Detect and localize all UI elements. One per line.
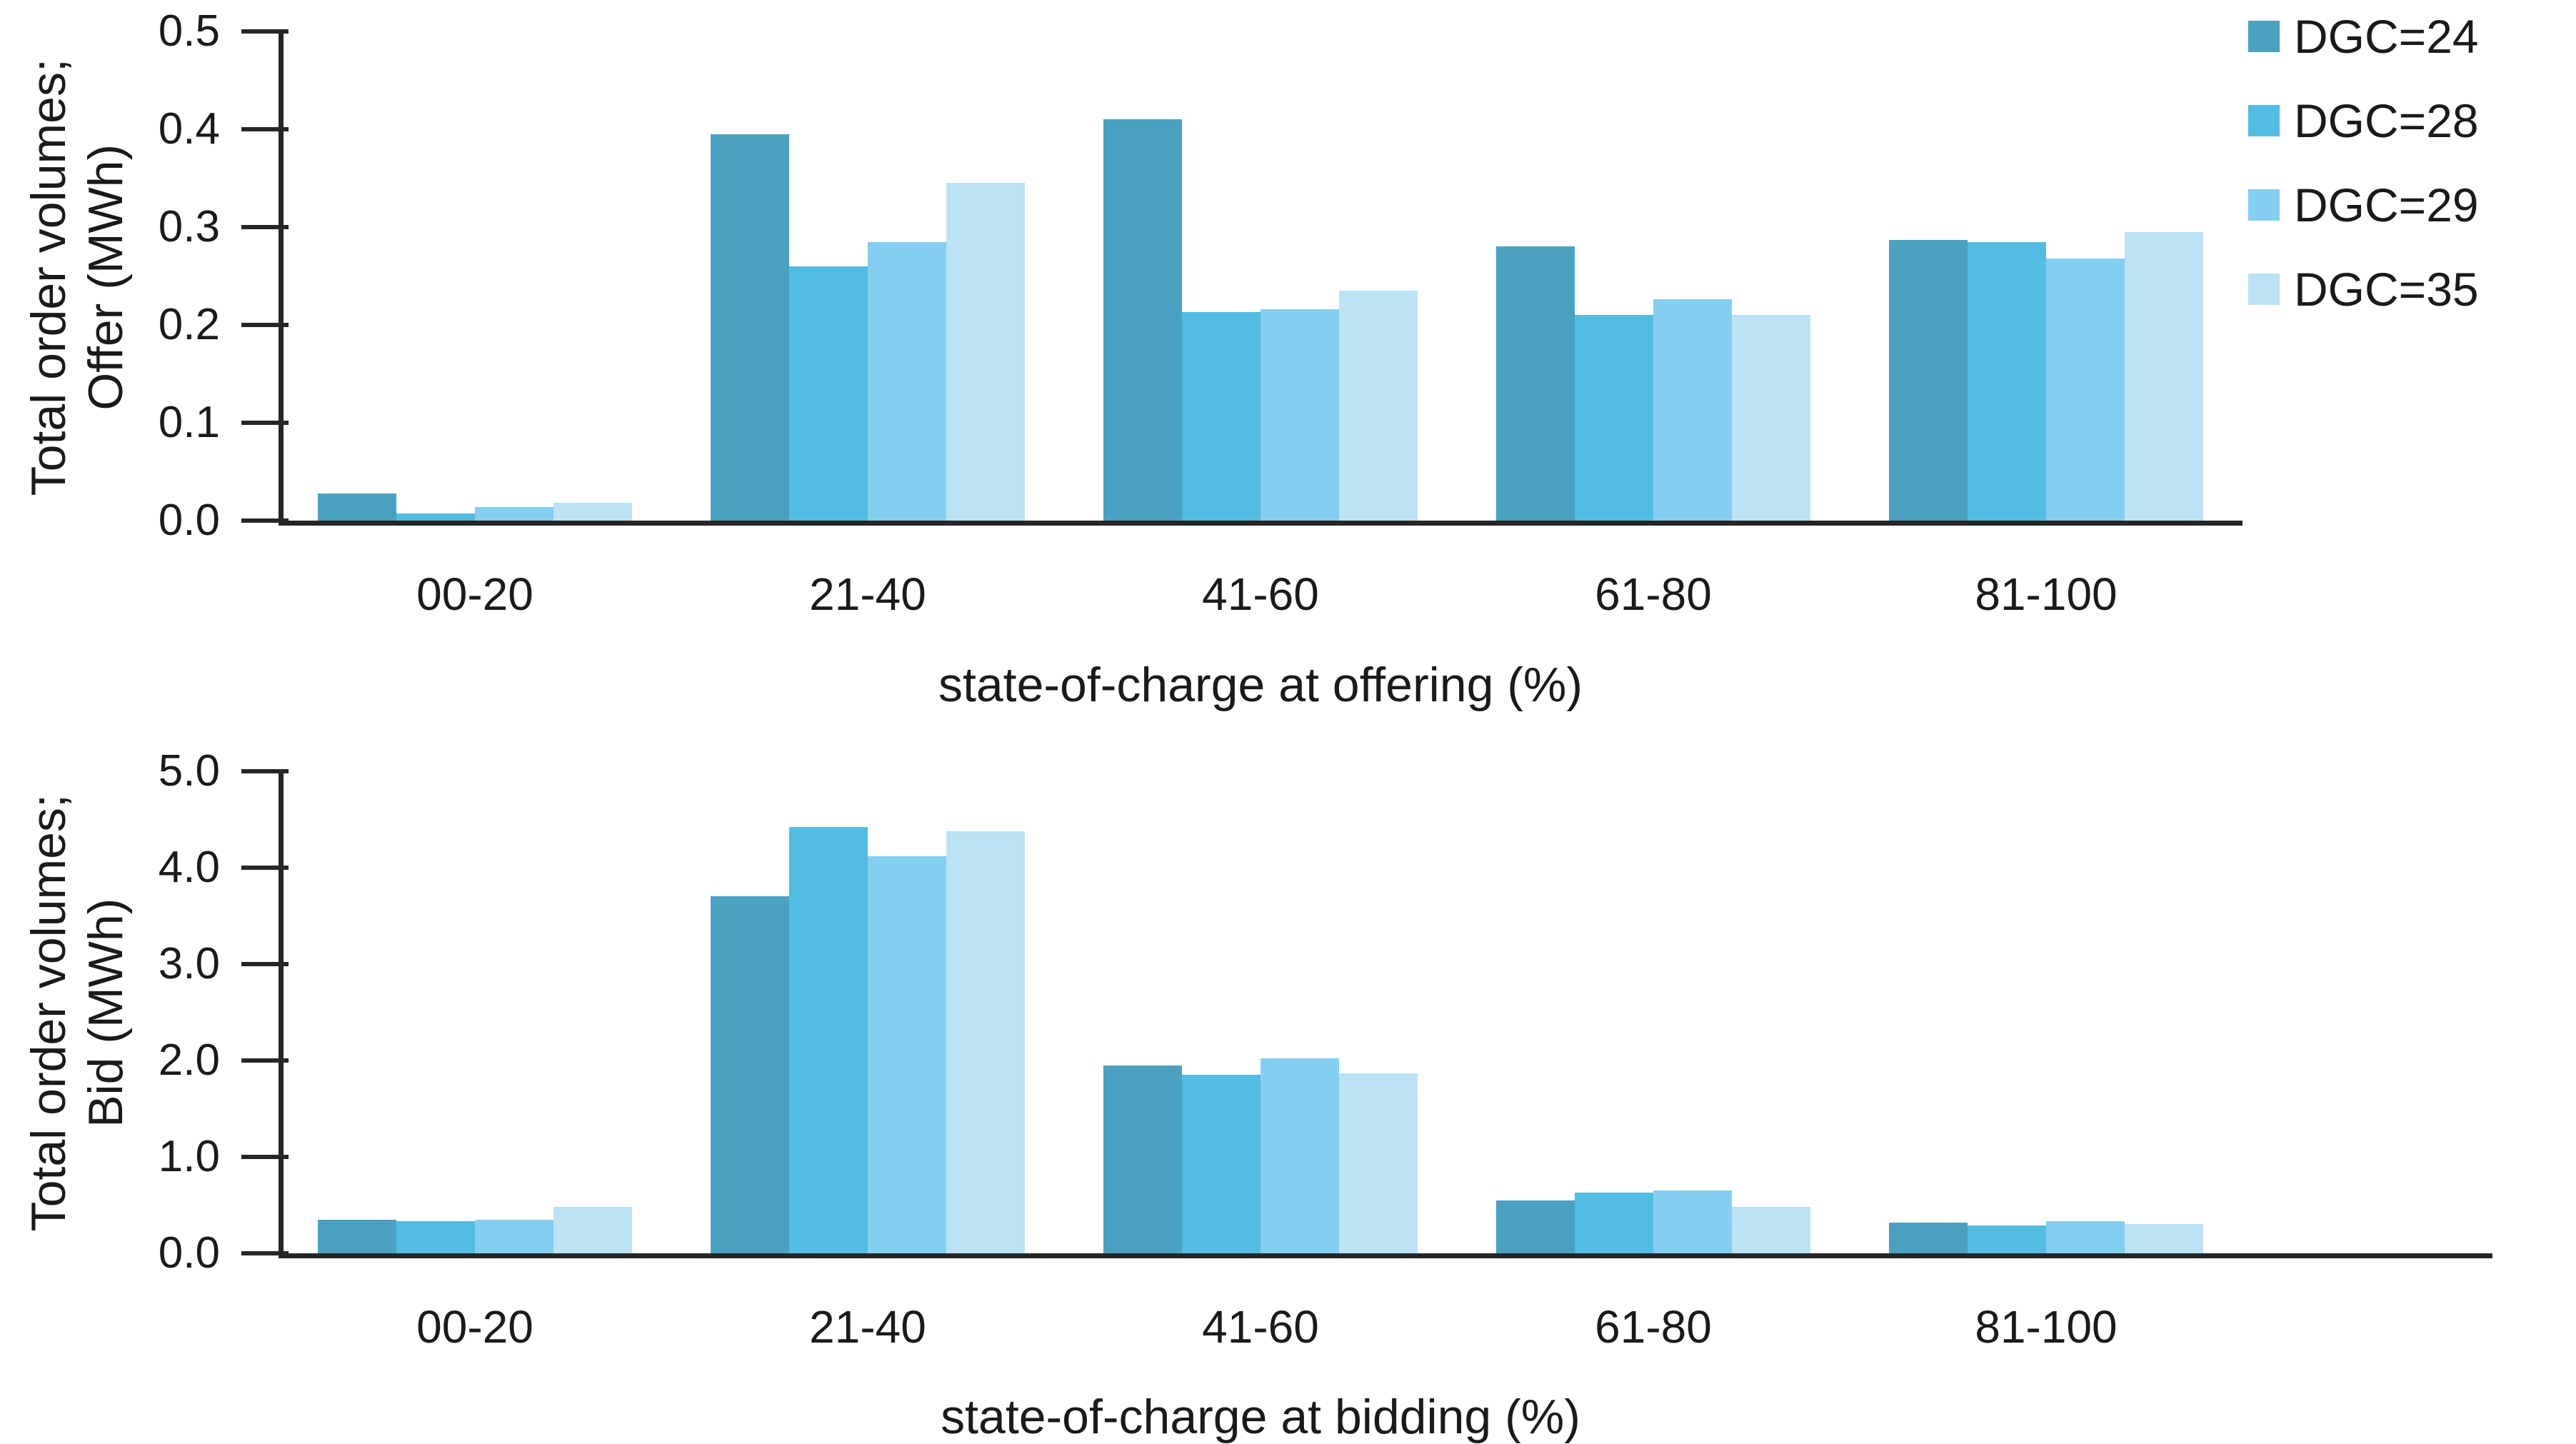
x-tick-label: 21-40 [809,1301,926,1353]
y-tick [241,518,289,523]
x-axis-line [279,521,2242,526]
legend-row: DGC=29 [2248,181,2479,229]
x-axis-title: state-of-charge at bidding (%) [941,1390,1580,1444]
y-tick-label: 0.5 [158,6,220,56]
y-tick-label: 0.0 [158,496,220,545]
legend-swatch-icon [2248,105,2280,136]
y-tick-label: 0.3 [158,202,220,251]
bar-21-40-DGC=28 [789,266,868,521]
y-tick [241,962,289,966]
bar-61-80-DGC=24 [1496,1200,1575,1253]
x-tick-label: 41-60 [1202,568,1319,620]
x-tick-label: 00-20 [416,568,533,620]
bar-21-40-DGC=24 [711,896,789,1253]
legend-label: DGC=35 [2294,263,2479,316]
bar-41-60-DGC=28 [1182,312,1261,521]
bar-21-40-DGC=35 [946,831,1025,1253]
bar-00-20-DGC=29 [475,507,553,521]
bar-81-100-DGC=28 [1968,1225,2046,1253]
y-axis-title-line1: Total order volumes; [21,794,76,1232]
bar-61-80-DGC=29 [1653,1190,1732,1253]
legend-row: DGC=24 [2248,13,2479,60]
bar-00-20-DGC=28 [396,513,475,521]
y-tick-label: 0.2 [158,300,220,349]
y-tick-label: 5.0 [158,746,220,796]
x-tick-label: 21-40 [809,568,926,620]
legend-label: DGC=24 [2294,10,2479,63]
y-tick [241,1058,289,1063]
x-tick-label: 61-80 [1595,1301,1712,1353]
bar-41-60-DGC=24 [1103,1066,1182,1253]
x-tick-label: 00-20 [416,1301,533,1353]
y-tick [241,421,289,425]
bar-00-20-DGC=35 [553,1207,632,1253]
bar-61-80-DGC=28 [1575,315,1653,521]
y-tick-label: 2.0 [158,1036,220,1085]
bar-21-40-DGC=28 [789,827,868,1253]
bar-00-20-DGC=24 [318,493,396,521]
bar-81-100-DGC=35 [2125,232,2203,521]
x-tick-label: 41-60 [1202,1301,1319,1353]
bar-61-80-DGC=24 [1496,246,1575,521]
bar-61-80-DGC=28 [1575,1193,1653,1253]
y-axis-title: Total order volumes; Bid (MWh) [20,584,134,1441]
bar-00-20-DGC=28 [396,1221,475,1253]
legend-row: DGC=35 [2248,266,2479,313]
y-tick-label: 0.1 [158,398,220,447]
bar-81-100-DGC=28 [1968,242,2046,521]
y-tick [241,769,289,773]
y-tick-label: 3.0 [158,939,220,988]
bar-81-100-DGC=24 [1889,1223,1968,1253]
y-tick [241,323,289,327]
x-axis-title: state-of-charge at offering (%) [938,658,1583,712]
bar-41-60-DGC=24 [1103,119,1182,521]
bar-00-20-DGC=29 [475,1220,553,1253]
bar-21-40-DGC=35 [946,183,1025,521]
y-axis-line [279,771,284,1258]
y-tick-label: 4.0 [158,843,220,892]
y-tick [241,127,289,131]
bar-41-60-DGC=29 [1261,309,1339,521]
bar-00-20-DGC=35 [553,503,632,521]
y-tick [241,866,289,870]
bar-41-60-DGC=28 [1182,1075,1261,1253]
bar-61-80-DGC=29 [1653,299,1732,521]
y-tick-label: 0.0 [158,1228,220,1278]
bar-41-60-DGC=35 [1339,291,1418,521]
y-axis-title-line2: Bid (MWh) [79,898,133,1128]
y-tick [241,1251,289,1255]
bar-21-40-DGC=24 [711,134,789,521]
legend-swatch-icon [2248,274,2280,305]
legend: DGC=24 DGC=28 DGC=29 DGC=35 [2248,13,2479,350]
bar-81-100-DGC=29 [2046,1221,2125,1253]
x-tick-label: 81-100 [1975,1301,2118,1353]
legend-label: DGC=28 [2294,94,2479,147]
y-tick [241,225,289,229]
y-tick [241,29,289,34]
y-tick-label: 1.0 [158,1132,220,1181]
x-tick-label: 61-80 [1595,568,1712,620]
y-tick [241,1155,289,1159]
bar-61-80-DGC=35 [1732,315,1810,521]
bar-41-60-DGC=35 [1339,1073,1418,1253]
y-tick-label: 0.4 [158,104,220,154]
bar-00-20-DGC=24 [318,1220,396,1253]
bar-81-100-DGC=29 [2046,259,2125,521]
bar-41-60-DGC=29 [1261,1058,1339,1253]
legend-swatch-icon [2248,189,2280,221]
y-axis-line [279,31,284,526]
bar-21-40-DGC=29 [868,242,946,521]
legend-row: DGC=28 [2248,97,2479,144]
legend-swatch-icon [2248,21,2280,52]
bar-81-100-DGC=24 [1889,240,1968,521]
x-tick-label: 81-100 [1975,568,2118,620]
bar-81-100-DGC=35 [2125,1224,2203,1253]
legend-label: DGC=29 [2294,179,2479,231]
bar-61-80-DGC=35 [1732,1207,1810,1253]
bar-21-40-DGC=29 [868,856,946,1253]
x-axis-line [279,1253,2492,1258]
